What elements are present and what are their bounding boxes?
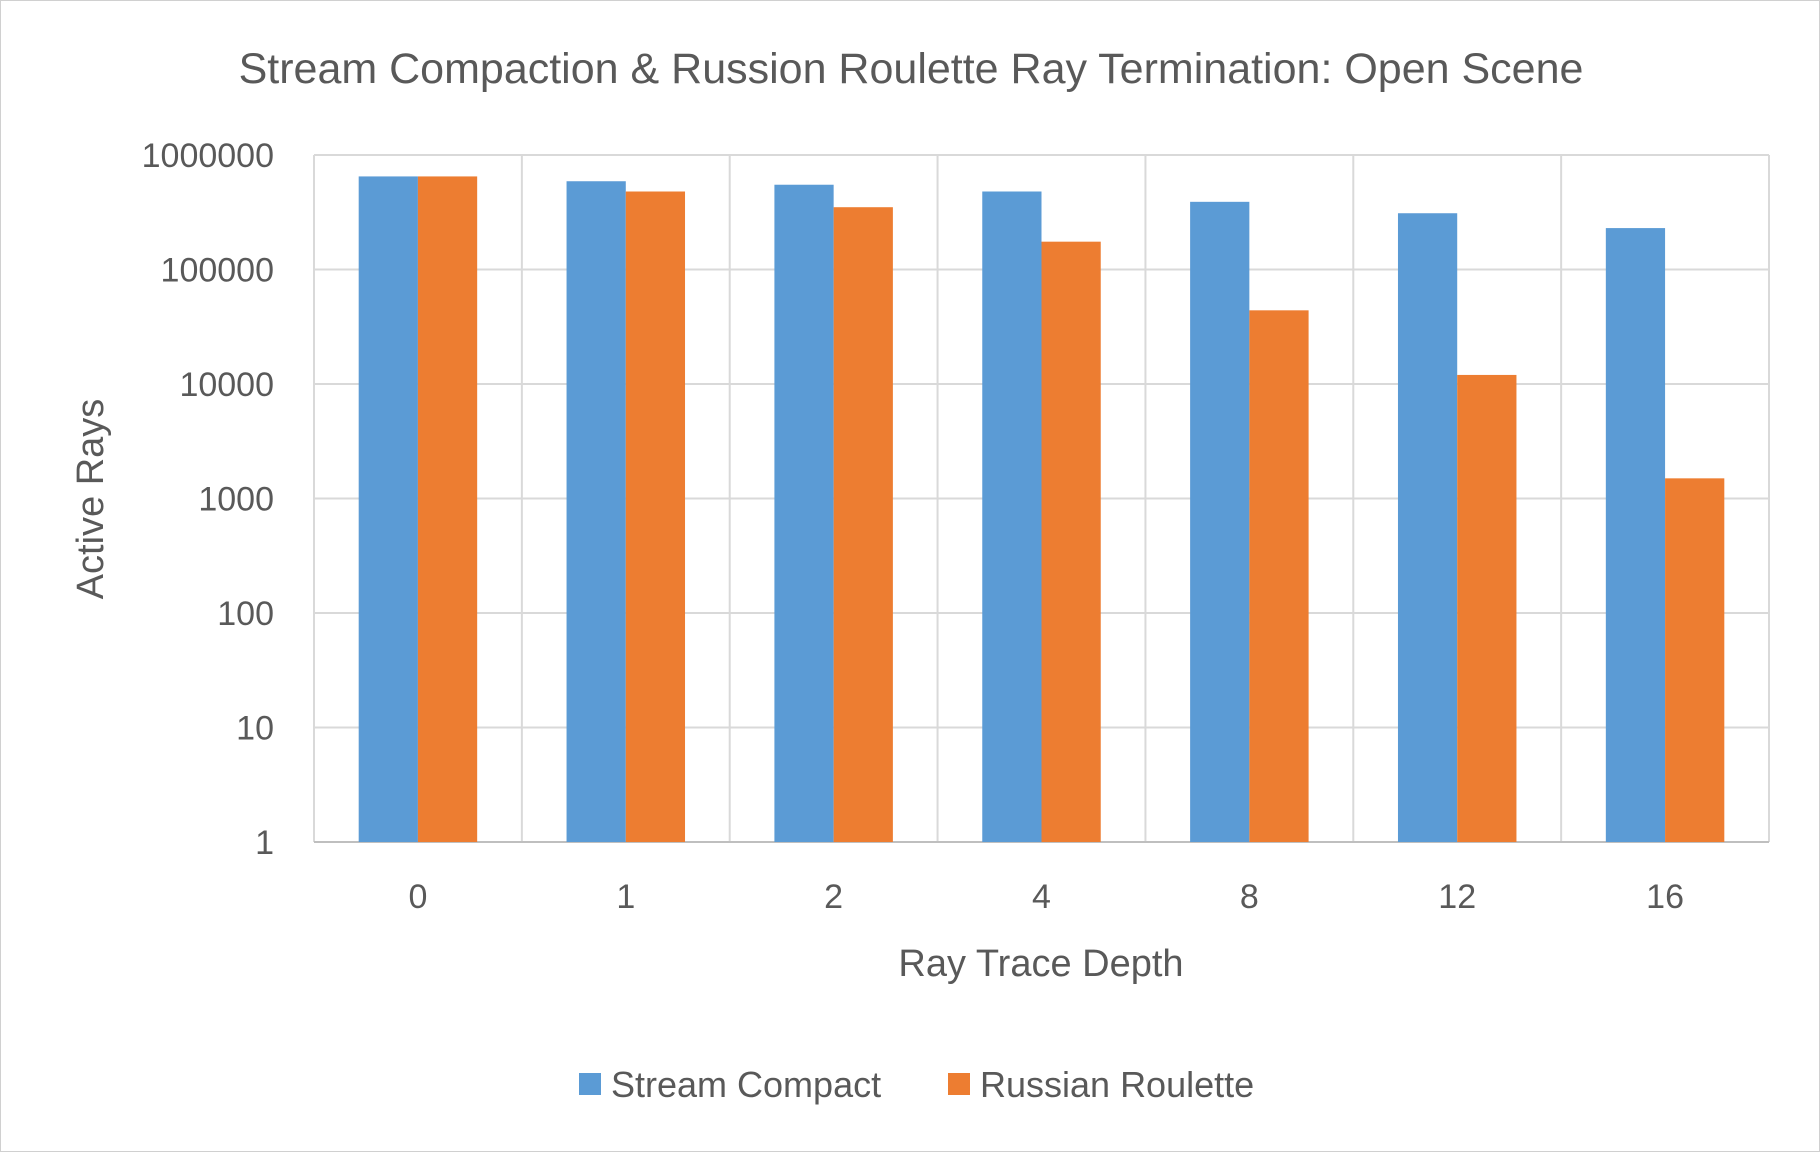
bar-stream-compact [358,176,418,843]
y-tick-label: 1000 [198,481,274,519]
bar-stream-compact [566,181,626,843]
x-tick-label: 12 [1438,878,1476,916]
x-axis-title: Ray Trace Depth [898,943,1183,985]
legend-item: Russian Roulette [948,1064,1254,1105]
y-tick-label: 100 [217,595,274,633]
y-axis-ticks: 1 10 100 1000 10000 100000 1000000 [142,137,274,862]
bars [358,176,1725,843]
legend-label: Stream Compact [611,1064,881,1105]
chart-title: Stream Compaction & Russion Roulette Ray… [239,45,1584,93]
y-tick-label: 1000000 [142,137,274,175]
x-tick-label: 4 [1032,878,1051,916]
y-tick-label: 100000 [161,252,274,290]
bar-russian-roulette [417,176,478,843]
bar-stream-compact [982,191,1042,843]
x-tick-label: 16 [1646,878,1684,916]
x-tick-label: 2 [824,878,843,916]
bar-russian-roulette [1665,478,1725,842]
legend-label: Russian Roulette [980,1064,1254,1105]
bar-russian-roulette [1041,241,1101,843]
legend-item: Stream Compact [579,1064,881,1105]
bar-stream-compact [774,184,834,843]
y-tick-label: 10 [236,710,274,748]
bar-stream-compact [1605,228,1666,843]
bar-russian-roulette [625,191,686,843]
bar-russian-roulette [833,207,893,842]
legend: Stream Compact Russian Roulette [579,1064,1254,1105]
y-tick-label: 1 [255,824,274,862]
bar-stream-compact [1190,201,1250,842]
bar-stream-compact [1397,213,1458,843]
x-tick-label: 1 [616,878,635,916]
x-tick-label: 0 [408,878,427,916]
y-axis-title: Active Rays [70,399,112,600]
x-tick-label: 8 [1240,878,1259,916]
y-tick-label: 10000 [179,366,274,404]
bar-russian-roulette [1249,310,1309,842]
legend-swatch [948,1073,970,1095]
bar-russian-roulette [1457,374,1517,842]
x-axis-ticks: 0 1 2 4 8 12 16 [408,878,1684,916]
legend-swatch [579,1073,601,1095]
